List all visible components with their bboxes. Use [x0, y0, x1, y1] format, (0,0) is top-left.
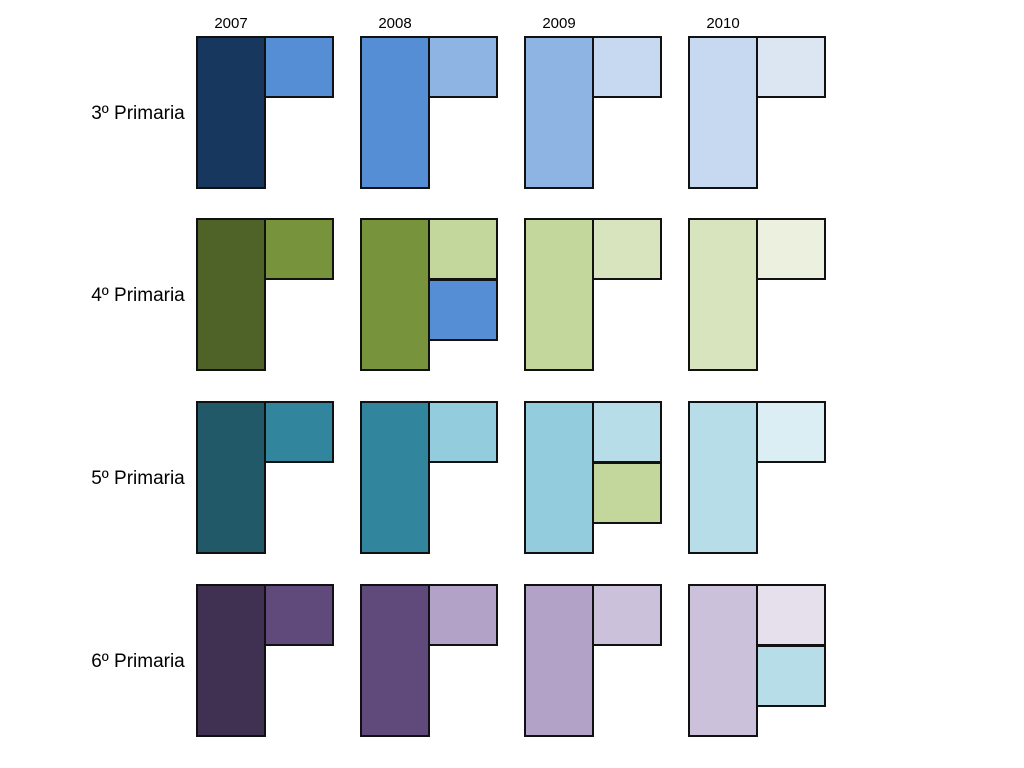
small-block: [264, 401, 334, 463]
tall-block: [688, 36, 758, 189]
extra-block: [756, 645, 826, 707]
small-block: [428, 401, 498, 463]
year-label: 2007: [214, 15, 247, 32]
row-label: 4º Primaria: [91, 285, 185, 306]
small-block: [756, 584, 826, 646]
small-block: [592, 401, 662, 463]
small-block: [428, 218, 498, 280]
row-label: 3º Primaria: [91, 103, 185, 124]
tall-block: [688, 584, 758, 737]
year-label: 2008: [378, 15, 411, 32]
extra-block: [592, 462, 662, 524]
tall-block: [688, 401, 758, 554]
small-block: [756, 401, 826, 463]
small-block: [592, 36, 662, 98]
small-block: [264, 218, 334, 280]
tall-block: [360, 36, 430, 189]
tall-block: [688, 218, 758, 371]
tall-block: [196, 218, 266, 371]
small-block: [592, 584, 662, 646]
small-block: [428, 584, 498, 646]
row-label: 5º Primaria: [91, 468, 185, 489]
tall-block: [524, 401, 594, 554]
tall-block: [196, 584, 266, 737]
small-block: [592, 218, 662, 280]
tall-block: [360, 401, 430, 554]
tall-block: [524, 584, 594, 737]
tall-block: [360, 218, 430, 371]
year-label: 2010: [706, 15, 739, 32]
row-label: 6º Primaria: [91, 651, 185, 672]
small-block: [264, 584, 334, 646]
small-block: [428, 36, 498, 98]
extra-block: [428, 279, 498, 341]
small-block: [756, 218, 826, 280]
tall-block: [196, 36, 266, 189]
tall-block: [524, 36, 594, 189]
small-block: [756, 36, 826, 98]
tall-block: [196, 401, 266, 554]
year-label: 2009: [542, 15, 575, 32]
small-block: [264, 36, 334, 98]
tall-block: [524, 218, 594, 371]
tall-block: [360, 584, 430, 737]
